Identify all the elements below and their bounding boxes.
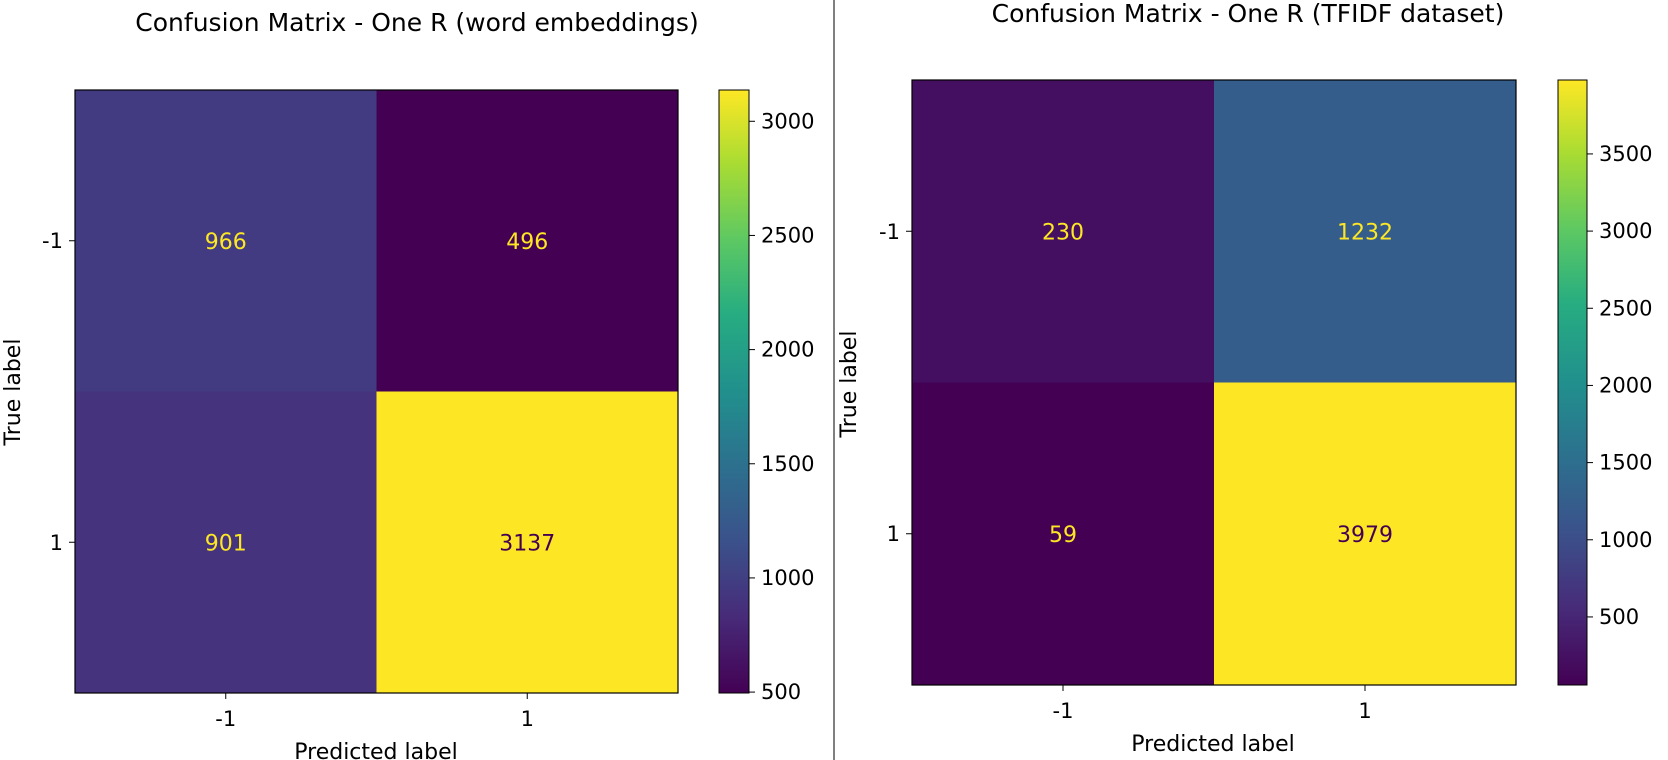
heatmap-cell [1214,382,1517,686]
colorbar-tick-label: 1500 [1599,451,1652,475]
colorbar-tick-label: 500 [761,680,801,704]
colorbar-tick-label: 1000 [1599,528,1652,552]
panel-0: Confusion Matrix - One R (word embedding… [1,8,814,760]
colorbar-tick-label: 2000 [1599,373,1652,397]
x-tick-label: 1 [521,707,534,731]
heatmap-cell [912,382,1215,686]
x-axis-label-0: Predicted label [294,740,457,760]
heatmap-cells-0 [75,90,679,694]
colorbar-0 [718,89,750,694]
heatmap-cell [376,391,679,694]
axes-frame-1 [911,79,1517,686]
cell-value-label: 3137 [499,531,555,556]
y-axis-label-1: True label [837,331,862,439]
chart-title-1: Confusion Matrix - One R (TFIDF dataset) [992,0,1505,28]
y-ticks-1: -1 1 [879,220,912,546]
y-axis-label-0: True label [1,339,26,447]
colorbar-tick-label: 2500 [1599,296,1652,320]
x-ticks-0: -1 1 [215,693,534,731]
colorbar-tick-label: 2500 [761,223,814,247]
cell-value-label: 59 [1049,523,1077,548]
colorbar-1 [1557,79,1588,686]
colorbar-tick-label: 1500 [761,452,814,476]
x-tick-label: -1 [215,707,236,731]
cell-labels-0: 966 496 901 3137 [205,230,556,557]
colorbar-tick-label: 1000 [761,566,814,590]
heatmap-cell [1214,80,1517,383]
cell-value-label: 230 [1042,220,1084,245]
cell-value-label: 3979 [1337,523,1393,548]
colorbar-ticks-0: 500 1000 1500 2000 2500 3000 [749,109,814,704]
colorbar-tick-label: 3500 [1599,142,1652,166]
y-tick-label: 1 [50,531,63,555]
heatmap-cell [912,80,1215,383]
x-ticks-1: -1 1 [1053,685,1372,723]
colorbar-tick-label: 3000 [761,109,814,133]
y-ticks-0: -1 1 [42,229,75,555]
heatmap-cells-1 [912,80,1517,686]
x-tick-label: 1 [1358,699,1371,723]
heatmap-cell [75,391,377,694]
x-tick-label: -1 [1053,699,1074,723]
y-tick-label: -1 [42,229,63,253]
cell-value-label: 901 [205,531,247,556]
colorbar-tick-label: 3000 [1599,219,1652,243]
colorbar-tick-label: 500 [1599,605,1639,629]
colorbar-tick-label: 2000 [761,338,814,362]
heatmap-cell [376,90,679,392]
x-axis-label-1: Predicted label [1131,732,1294,757]
y-tick-label: -1 [879,220,900,244]
cell-value-label: 966 [205,230,247,255]
chart-title-0: Confusion Matrix - One R (word embedding… [135,8,698,37]
y-tick-label: 1 [887,522,900,546]
colorbar-ticks-1: 500 1000 1500 2000 2500 3000 3500 [1587,142,1652,629]
panel-1: Confusion Matrix - One R (TFIDF dataset)… [837,0,1652,757]
heatmap-cell [75,90,377,392]
cell-value-label: 1232 [1337,220,1393,245]
cell-labels-1: 230 1232 59 3979 [1042,220,1393,548]
cell-value-label: 496 [506,230,548,255]
axes-frame-0 [74,89,679,694]
